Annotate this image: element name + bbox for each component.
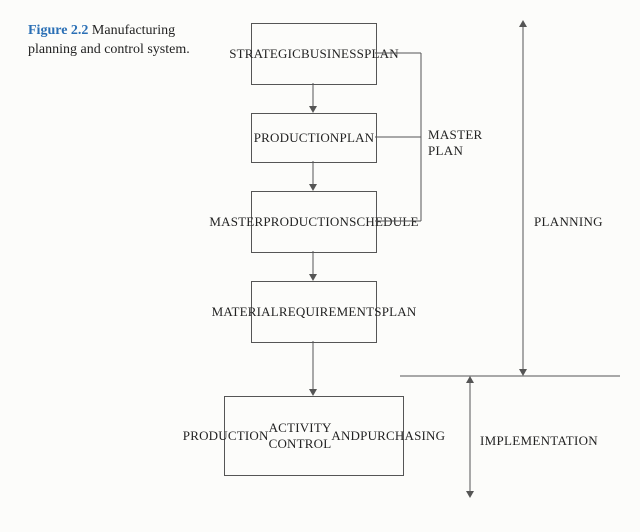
node-production-plan: PRODUCTIONPLAN [251, 113, 377, 163]
figure-title-text1: Manufacturing [92, 23, 175, 38]
node-strategic-business-plan: STRATEGICBUSINESSPLAN [251, 23, 377, 85]
box-line: PRODUCTION [263, 214, 349, 230]
label-implementation: IMPLEMENTATION [480, 433, 598, 449]
node-material-requirements-plan: MATERIALREQUIREMENTSPLAN [251, 281, 377, 343]
box-line: BUSINESS [301, 46, 364, 62]
box-line: PLAN [340, 130, 375, 146]
box-line: PURCHASING [360, 428, 445, 444]
box-line: REQUIREMENTS [279, 304, 382, 320]
box-line: STRATEGIC [229, 46, 301, 62]
box-line: MASTER [209, 214, 263, 230]
label-master-plan: MASTERPLAN [428, 127, 483, 159]
figure-container: Figure 2.2 Manufacturing planning and co… [0, 0, 640, 532]
figure-title-text2: planning and control system. [28, 42, 190, 57]
box-line: ACTIVITY CONTROL [269, 420, 332, 453]
node-production-activity-control: PRODUCTIONACTIVITY CONTROLANDPURCHASING [224, 396, 404, 476]
figure-number: Figure 2.2 [28, 23, 88, 38]
box-line: PLAN [382, 304, 417, 320]
box-line: SCHEDULE [349, 214, 419, 230]
box-line: PLAN [364, 46, 399, 62]
box-line: AND [331, 428, 360, 444]
node-master-production-schedule: MASTERPRODUCTIONSCHEDULE [251, 191, 377, 253]
label-planning: PLANNING [534, 214, 603, 230]
box-line: PRODUCTION [254, 130, 340, 146]
figure-caption: Figure 2.2 Manufacturing planning and co… [28, 22, 238, 60]
box-line: MATERIAL [212, 304, 279, 320]
box-line: PRODUCTION [183, 428, 269, 444]
